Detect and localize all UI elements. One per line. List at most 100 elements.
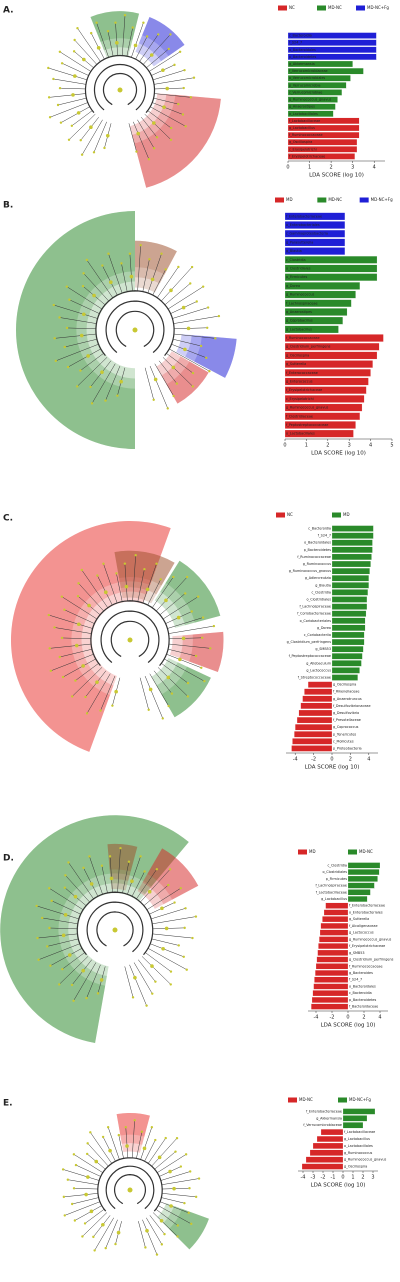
- bar-label: o_Bacteroidales: [304, 541, 331, 545]
- bar: [287, 89, 342, 96]
- tree-branch: [47, 938, 79, 947]
- bar: [331, 596, 368, 603]
- clade-highlight: [166, 361, 209, 404]
- tree-node: [117, 1133, 121, 1137]
- tree-root: [132, 327, 138, 333]
- tree-node: [58, 50, 62, 53]
- x-tick-label: 0: [283, 443, 286, 449]
- legend-swatch: [278, 5, 287, 11]
- tree-node: [163, 1232, 166, 1236]
- bar-label: f_Peptostreptococcaceae: [289, 654, 331, 658]
- tree-node: [143, 870, 146, 873]
- clade-highlight: [135, 16, 185, 67]
- tree-node: [109, 876, 114, 881]
- tree-node: [72, 50, 76, 53]
- tree-branch: [162, 596, 199, 620]
- tree-branch: [141, 117, 158, 138]
- tree-node: [105, 133, 110, 138]
- tree-branch: [69, 299, 100, 314]
- clade-highlight: [11, 521, 171, 752]
- tree-branch: [49, 93, 86, 98]
- x-tick-label: 1: [308, 165, 311, 171]
- tree-branch: [49, 888, 84, 910]
- bar-label: f_Lachnospiraceae: [286, 301, 318, 305]
- bar-label: g_Lactococcus: [306, 668, 331, 672]
- bar-label: g_Ruminococcus: [303, 562, 331, 566]
- bar-label: f_Verrucomicrobiaceae: [289, 69, 328, 73]
- tree-node: [161, 946, 165, 951]
- legend-swatch: [332, 512, 341, 518]
- bar: [284, 369, 371, 377]
- tree-branch: [71, 110, 93, 126]
- bar: [307, 681, 333, 688]
- tree-branch: [133, 121, 150, 160]
- bar: [287, 153, 355, 160]
- tree-node: [183, 1201, 186, 1205]
- bar-label: g_Lactobacillus: [289, 126, 315, 130]
- tree-node: [155, 1253, 159, 1256]
- bar-label: g_Adlercreutzia: [305, 576, 331, 580]
- tree-node: [67, 861, 70, 864]
- bar: [317, 949, 349, 956]
- tree-node: [37, 958, 40, 961]
- bar: [331, 667, 360, 674]
- bar-label: o_Enterobacteriales: [286, 223, 320, 227]
- tree-branch: [129, 253, 133, 292]
- bar-label: g_Desulfovibrio: [333, 711, 359, 715]
- clade-highlight: [189, 631, 224, 672]
- tree-arc: [96, 911, 134, 947]
- tree-node: [191, 936, 194, 940]
- tree-node: [62, 1195, 66, 1199]
- tree-node: [149, 53, 154, 57]
- x-tick-label: 4: [378, 1015, 381, 1021]
- tree-root: [117, 87, 123, 93]
- tree-branch: [48, 67, 88, 81]
- tree-branch: [50, 653, 94, 672]
- tree-arc: [100, 610, 160, 663]
- tree-branch: [65, 875, 90, 903]
- tree-branch: [131, 1120, 135, 1158]
- tree-branch: [59, 956, 89, 985]
- tree-node: [96, 992, 100, 995]
- tree-node: [133, 43, 138, 48]
- bar: [300, 702, 333, 709]
- legend-swatch: [338, 1097, 347, 1103]
- tree-branch: [53, 78, 87, 85]
- bar-label: p_Firmicutes: [286, 275, 308, 279]
- tree-node: [147, 708, 150, 711]
- bar: [298, 709, 333, 717]
- bar: [325, 902, 349, 909]
- bar: [284, 238, 346, 247]
- bar-label: g_Ruminococcus_gnavus: [289, 98, 331, 102]
- clade-highlight: [161, 666, 211, 718]
- tree-branch: [157, 667, 188, 697]
- tree-branch: [139, 34, 159, 62]
- legend-swatch: [348, 849, 357, 855]
- tree-node: [70, 124, 74, 127]
- tree-node: [92, 1235, 95, 1239]
- x-axis-title: LDA SCORE (log 10): [305, 765, 360, 771]
- tree-node: [36, 936, 39, 940]
- tree-node: [187, 1211, 190, 1215]
- tree-node: [61, 675, 65, 679]
- legend-swatch: [298, 849, 307, 855]
- bar-label: g_Blautia: [286, 249, 302, 253]
- x-tick-label: -3: [311, 1175, 316, 1181]
- bar-label: f_Streptococcaceae: [298, 676, 331, 680]
- bar: [287, 32, 377, 39]
- tree-branch: [147, 579, 161, 606]
- bar: [309, 1149, 344, 1156]
- tree-branch: [152, 102, 183, 115]
- x-tick-label: -2: [330, 1015, 335, 1021]
- bar: [318, 943, 349, 950]
- tree-node: [94, 1159, 99, 1164]
- bar: [284, 412, 361, 421]
- bar-label: f_S24_7: [349, 978, 362, 982]
- tree-branch: [100, 675, 116, 711]
- tree-node: [99, 709, 102, 712]
- tree-node: [150, 277, 155, 282]
- bar-label: g_Clostridium_perfringens: [286, 345, 331, 349]
- tree-branch: [74, 1205, 102, 1221]
- tree-branch: [154, 93, 191, 98]
- bar-label: o_Clostridiales: [286, 267, 311, 271]
